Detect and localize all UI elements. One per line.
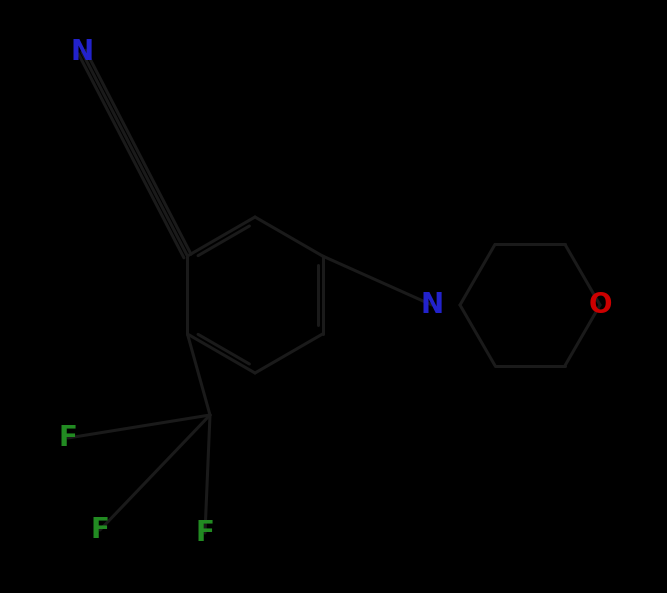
Text: F: F (195, 519, 214, 547)
Text: O: O (588, 291, 612, 319)
Text: N: N (71, 38, 93, 66)
Text: F: F (59, 424, 77, 452)
Text: F: F (91, 516, 109, 544)
Text: N: N (420, 291, 444, 319)
